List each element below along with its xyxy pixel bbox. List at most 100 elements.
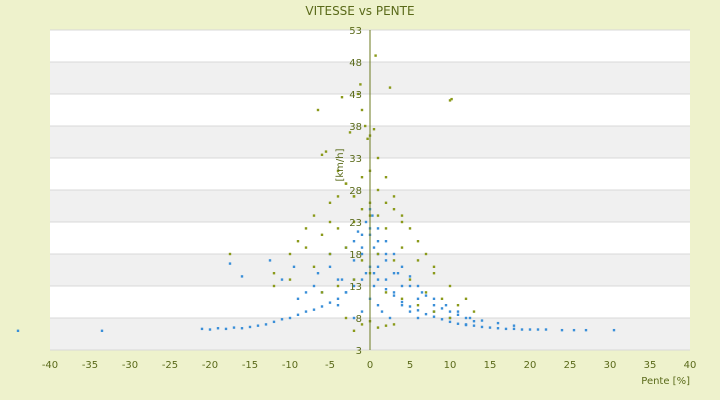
data-point bbox=[444, 304, 448, 307]
data-point bbox=[359, 83, 362, 86]
data-point bbox=[400, 220, 404, 224]
data-point bbox=[416, 304, 420, 307]
data-point bbox=[316, 108, 320, 112]
data-point bbox=[336, 227, 340, 230]
x-tick-labels: -40 -35 -30 -25 -20 -15 -10 -5 0 5 10 15 20 25 30 35 40 bbox=[42, 360, 697, 371]
data-point bbox=[400, 297, 404, 300]
data-point bbox=[448, 316, 452, 320]
data-point bbox=[340, 96, 344, 99]
data-point bbox=[296, 297, 300, 300]
data-point bbox=[240, 275, 244, 278]
data-point bbox=[360, 278, 364, 281]
data-point bbox=[304, 227, 308, 230]
y-tick-label: 3 bbox=[356, 346, 362, 357]
data-point bbox=[268, 259, 272, 262]
data-point bbox=[392, 259, 396, 262]
data-point bbox=[288, 278, 292, 281]
data-point bbox=[408, 275, 412, 278]
x-tick-label: -10 bbox=[282, 360, 298, 371]
data-point bbox=[360, 233, 364, 236]
data-point bbox=[376, 265, 380, 268]
data-point bbox=[328, 201, 332, 204]
data-point bbox=[336, 297, 340, 300]
data-point bbox=[232, 326, 236, 329]
data-point bbox=[240, 327, 244, 330]
data-point bbox=[208, 328, 212, 331]
data-point bbox=[392, 323, 396, 326]
x-tick-label: -20 bbox=[202, 360, 218, 371]
data-point bbox=[280, 318, 284, 321]
data-point bbox=[304, 246, 308, 249]
data-point bbox=[376, 188, 380, 192]
data-point bbox=[344, 182, 348, 185]
data-point bbox=[400, 265, 404, 268]
data-point bbox=[384, 252, 388, 256]
y-tick-label: 38 bbox=[349, 122, 362, 133]
x-axis-label: Pente [%] bbox=[641, 376, 690, 387]
data-point bbox=[400, 246, 404, 249]
data-point bbox=[336, 304, 340, 307]
data-point bbox=[336, 169, 340, 172]
data-point bbox=[472, 324, 476, 327]
data-point bbox=[376, 278, 380, 281]
data-point bbox=[352, 278, 356, 281]
y-tick-label: 48 bbox=[349, 58, 362, 69]
data-point bbox=[366, 137, 369, 140]
data-point bbox=[384, 176, 388, 179]
data-point bbox=[356, 92, 360, 96]
data-point bbox=[612, 328, 616, 332]
y-tick-label: 18 bbox=[349, 250, 362, 261]
data-point bbox=[396, 272, 400, 275]
data-point bbox=[344, 246, 348, 249]
data-point bbox=[360, 259, 364, 262]
data-point bbox=[320, 305, 324, 308]
x-tick-label: 15 bbox=[484, 360, 497, 371]
data-point bbox=[408, 310, 412, 313]
data-point bbox=[372, 272, 376, 275]
data-point bbox=[371, 214, 374, 217]
data-point bbox=[100, 329, 104, 332]
data-point bbox=[360, 108, 364, 112]
data-point bbox=[376, 156, 380, 160]
data-point bbox=[360, 176, 364, 179]
data-point bbox=[304, 291, 308, 294]
data-point bbox=[376, 304, 380, 307]
data-point bbox=[384, 324, 388, 327]
data-point bbox=[416, 240, 420, 243]
data-point bbox=[320, 153, 324, 156]
data-point bbox=[388, 86, 392, 89]
data-point bbox=[374, 54, 377, 57]
data-point bbox=[216, 327, 220, 330]
data-point bbox=[440, 297, 444, 300]
data-point bbox=[432, 315, 436, 318]
x-tick-label: -5 bbox=[325, 360, 335, 371]
data-point bbox=[312, 214, 316, 217]
data-point bbox=[312, 284, 316, 288]
x-tick-label: 35 bbox=[644, 360, 657, 371]
data-point bbox=[376, 227, 380, 230]
data-point bbox=[360, 246, 364, 249]
data-point bbox=[328, 220, 332, 224]
data-point bbox=[544, 328, 548, 331]
data-point bbox=[372, 128, 376, 131]
data-point bbox=[352, 195, 356, 198]
y-tick-label: 33 bbox=[349, 154, 362, 165]
data-point bbox=[372, 246, 376, 249]
data-point bbox=[408, 278, 412, 281]
y-tick-label: 8 bbox=[356, 314, 362, 325]
data-point bbox=[352, 259, 356, 262]
data-point bbox=[340, 278, 344, 281]
data-point bbox=[384, 240, 388, 243]
data-point bbox=[292, 265, 296, 268]
data-point bbox=[360, 310, 364, 313]
data-point bbox=[296, 240, 300, 243]
y-tick-label: 23 bbox=[349, 218, 362, 229]
data-point bbox=[384, 259, 388, 262]
data-point bbox=[352, 329, 356, 332]
data-point bbox=[432, 265, 436, 268]
data-point bbox=[464, 323, 468, 326]
y-tick-label: 43 bbox=[349, 90, 362, 101]
data-point bbox=[384, 201, 388, 204]
data-point bbox=[272, 272, 276, 275]
